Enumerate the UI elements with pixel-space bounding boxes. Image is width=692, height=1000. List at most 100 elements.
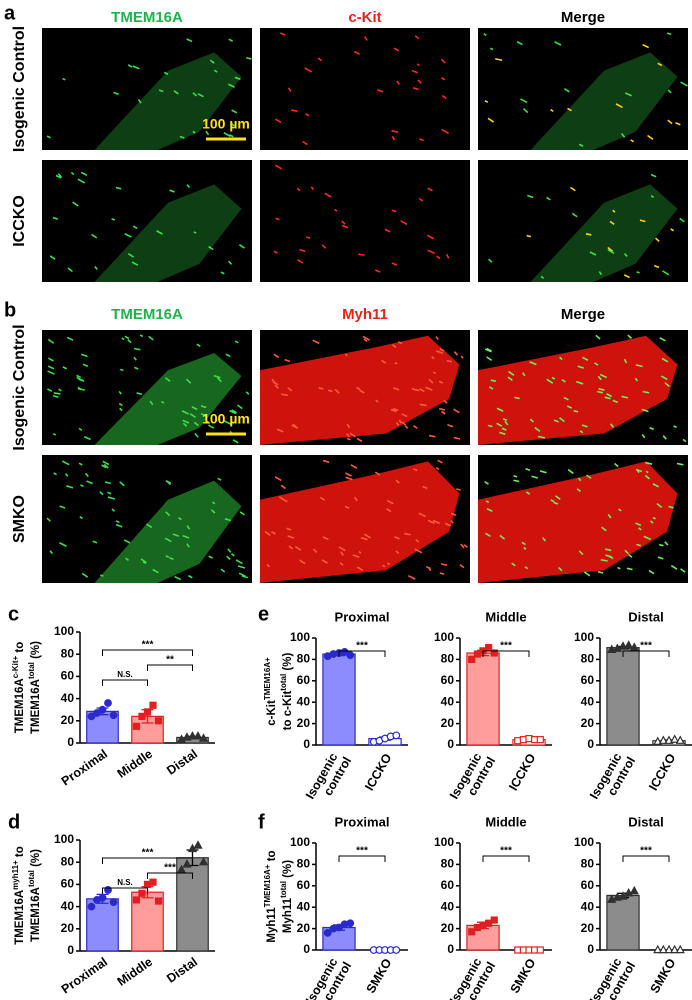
cell <box>148 335 154 341</box>
cell <box>502 418 508 422</box>
cell <box>436 255 441 260</box>
cell <box>419 138 424 142</box>
cell <box>404 532 411 536</box>
image-background <box>478 160 688 282</box>
y-tick-label: 60 <box>297 878 311 892</box>
cell <box>224 518 232 522</box>
y-tick-label: 0 <box>447 737 454 751</box>
data-point <box>670 734 680 743</box>
cell <box>52 216 58 220</box>
cell <box>273 250 278 254</box>
cell <box>346 423 351 429</box>
cell <box>623 358 628 364</box>
cell <box>391 135 396 141</box>
cell <box>427 187 433 192</box>
cell <box>601 526 607 532</box>
cell <box>322 536 329 541</box>
y-tick-label: 0 <box>303 942 310 956</box>
data-point <box>468 928 476 936</box>
y-tick-label: 100 <box>434 630 454 644</box>
cell <box>599 373 608 379</box>
cell <box>111 218 116 221</box>
cell <box>164 377 171 382</box>
image-background <box>42 28 252 150</box>
cell <box>275 164 283 170</box>
significance-label: *** <box>356 641 368 652</box>
cell <box>531 475 538 479</box>
data-point <box>340 648 349 656</box>
cell <box>662 270 670 276</box>
cell <box>571 212 578 218</box>
cell <box>91 233 98 239</box>
cell <box>656 502 663 509</box>
y-tick-label: 60 <box>441 878 455 892</box>
micrograph <box>478 160 688 282</box>
cell <box>216 377 222 383</box>
cell <box>412 87 419 91</box>
cell <box>304 67 313 73</box>
cell <box>137 98 142 104</box>
x-tick-label: SMKO <box>648 956 679 996</box>
cell <box>86 480 93 485</box>
cell <box>440 58 446 64</box>
significance-bracket <box>147 872 193 879</box>
x-tick-label: Isogenic control <box>303 748 354 809</box>
y-axis-label-part: (%) <box>282 860 294 881</box>
cell <box>341 224 349 229</box>
cell <box>82 363 89 368</box>
cell <box>607 246 614 252</box>
y-axis-label-part: TMEM16A <box>30 887 42 942</box>
cell <box>635 522 642 527</box>
cell <box>338 546 346 552</box>
cell <box>642 390 650 394</box>
cell <box>197 93 204 98</box>
cell <box>356 437 363 443</box>
cell <box>610 423 615 429</box>
cell <box>133 356 137 361</box>
cell <box>450 520 454 524</box>
bar <box>606 647 640 746</box>
cell <box>358 253 365 257</box>
cell <box>113 91 119 96</box>
cell <box>407 574 416 580</box>
y-tick-label: 80 <box>581 652 595 666</box>
cell <box>391 209 397 213</box>
cell <box>47 388 53 392</box>
cell <box>334 208 338 212</box>
x-tick-label: SMKO <box>364 956 395 996</box>
cell <box>435 466 440 471</box>
y-axis-label-part: to <box>14 642 26 656</box>
cell <box>401 421 407 426</box>
significance-label: *** <box>164 863 176 874</box>
cell <box>391 262 398 266</box>
cell <box>132 65 140 70</box>
cell <box>67 267 73 273</box>
y-tick-label: 20 <box>61 713 75 727</box>
cell <box>447 423 454 428</box>
data-point <box>138 889 146 897</box>
cell <box>542 537 547 542</box>
cell <box>302 140 308 146</box>
y-tick-label: 40 <box>297 694 311 708</box>
cell <box>61 460 70 466</box>
x-tick-label: Distal <box>164 747 200 778</box>
cell <box>165 555 170 558</box>
cell <box>522 108 529 114</box>
cell <box>643 535 652 541</box>
cell <box>417 79 422 84</box>
data-point <box>335 923 343 932</box>
cell <box>521 541 526 546</box>
cell <box>178 517 182 521</box>
cell <box>288 545 294 550</box>
cell <box>581 424 588 428</box>
cell <box>127 253 135 258</box>
data-point <box>670 944 680 954</box>
micrograph <box>260 330 470 445</box>
y-axis-label-part: myh11+ <box>11 860 20 890</box>
row-label: Isogenic Control <box>11 324 28 450</box>
cell <box>627 334 633 339</box>
cell <box>169 189 175 193</box>
cell <box>345 472 352 477</box>
cell <box>413 425 418 430</box>
cell <box>650 173 657 178</box>
